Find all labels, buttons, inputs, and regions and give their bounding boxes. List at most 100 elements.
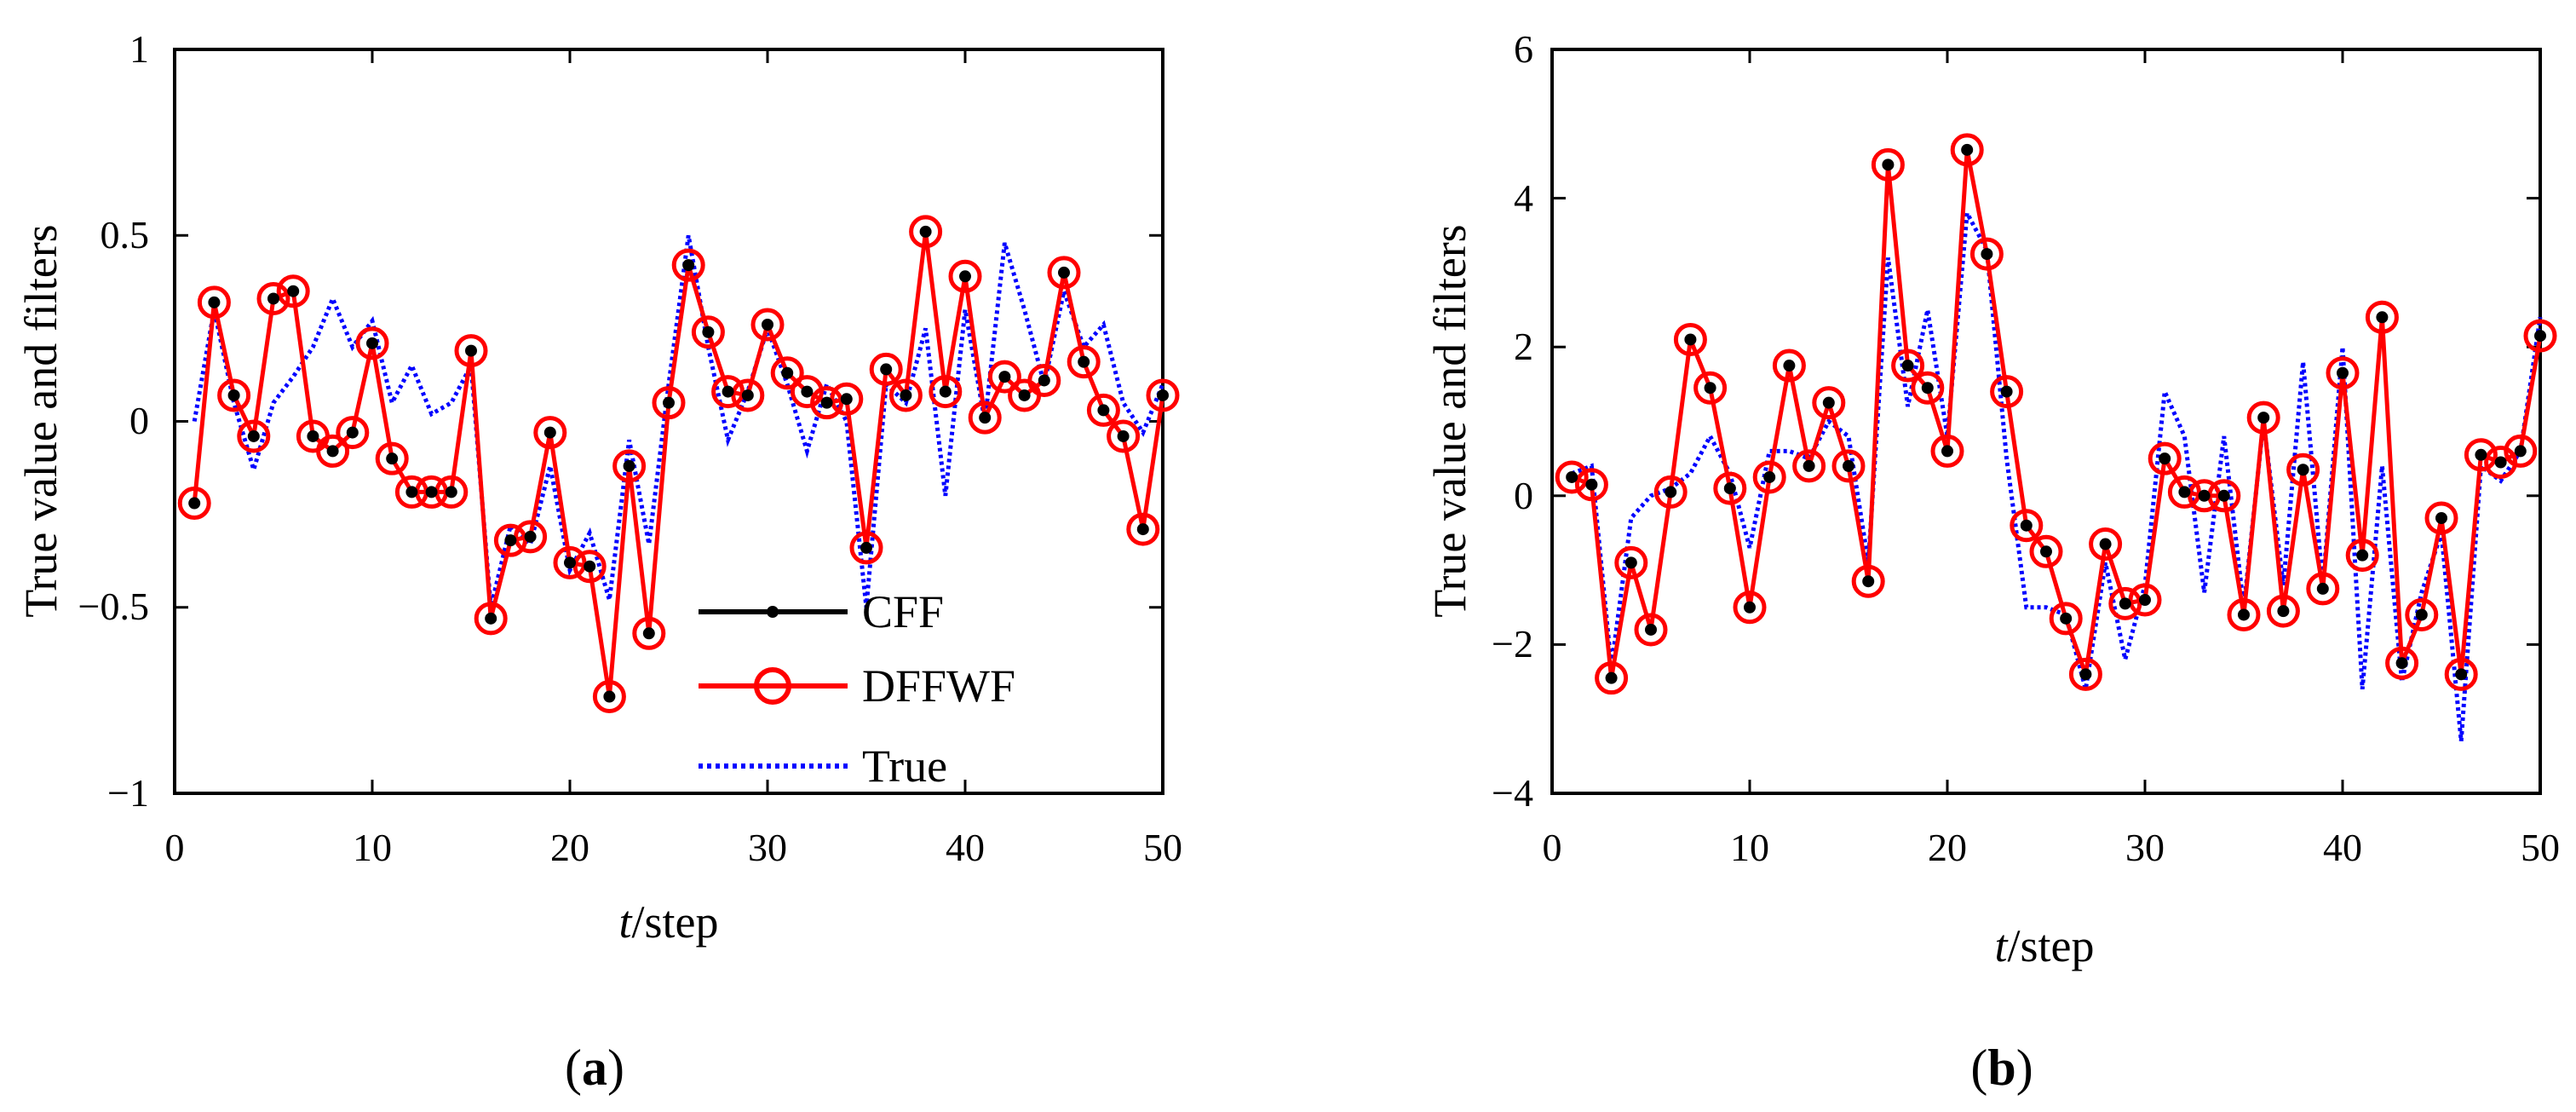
data-point-dffwf-b	[2128, 583, 2162, 617]
data-point-cff-b	[1684, 333, 1697, 346]
data-point-cff-b	[1763, 470, 1776, 483]
data-point-cff-a	[504, 534, 517, 547]
data-point-dffwf-b	[2010, 509, 2044, 543]
data-point-dffwf-a	[929, 375, 963, 409]
data-point-dffwf-b	[1871, 147, 1905, 181]
data-point-cff-b	[2376, 311, 2389, 324]
data-point-dffwf-b	[2108, 586, 2142, 620]
data-point-dffwf-b	[1555, 460, 1589, 494]
data-point-cff-a	[366, 337, 378, 349]
data-point-cff-b	[2198, 489, 2211, 502]
data-point-cff-a	[919, 225, 932, 238]
data-point-dffwf-b	[2286, 452, 2320, 487]
data-point-cff-b	[1783, 360, 1796, 372]
x-axis-unit-a: /step	[632, 896, 719, 948]
data-point-cff-b	[1585, 478, 1598, 491]
data-point-cff-a	[880, 363, 893, 376]
data-point-cff-a	[1136, 523, 1149, 536]
data-point-dffwf-a	[237, 419, 271, 453]
panel-label-a-close: )	[607, 1040, 624, 1096]
plot-frame-b	[1550, 48, 2542, 795]
data-point-cff-a	[979, 412, 992, 424]
x-axis-title-a: t/step	[618, 896, 718, 948]
chart-panel-a: 1 0.5 0 −0.5 −1 0 10 20 30 40 50 True va…	[15, 27, 1182, 1096]
data-point-cff-b	[2257, 412, 2270, 424]
data-point-cff-b	[1624, 556, 1637, 569]
data-point-dffwf-b	[1812, 386, 1846, 420]
data-point-dffwf-a	[750, 308, 785, 342]
data-point-dffwf-a	[691, 315, 725, 349]
data-point-dffwf-b	[2484, 446, 2518, 480]
data-point-dffwf-b	[1911, 371, 1945, 405]
panel-label-b: (b)	[1970, 1040, 2033, 1096]
data-point-dffwf-b	[1634, 613, 1668, 647]
ticks-b	[1550, 48, 2542, 795]
x-tick-label-a: 40	[946, 826, 985, 869]
data-point-cff-b	[2079, 668, 2092, 681]
data-point-cff-a	[465, 344, 477, 357]
data-point-cff-b	[2000, 385, 2013, 398]
data-point-dffwf-a	[770, 356, 804, 390]
series-layer-a	[177, 215, 1180, 714]
data-point-dffwf-a	[493, 523, 527, 557]
x-tick-label-b: 50	[2521, 826, 2560, 869]
y-tick-label-b: 4	[1514, 176, 1533, 220]
data-point-cff-a	[287, 285, 300, 297]
data-point-dffwf-a	[276, 274, 310, 308]
data-point-dffwf-b	[2089, 527, 2123, 562]
data-point-dffwf-b	[2504, 434, 2538, 468]
data-point-dffwf-a	[632, 616, 666, 650]
data-point-cff-a	[1097, 404, 1110, 417]
y-tick-label-a: 1	[129, 27, 149, 71]
data-point-cff-b	[2238, 608, 2250, 621]
data-point-dffwf-a	[197, 285, 231, 320]
data-point-dffwf-a	[375, 441, 409, 475]
y-tick-label-b: 6	[1514, 27, 1533, 71]
data-point-cff-b	[2395, 657, 2408, 670]
data-point-dffwf-a	[217, 378, 251, 412]
data-point-cff-b	[1921, 382, 1934, 395]
data-point-dffwf-b	[1595, 661, 1629, 695]
data-point-dffwf-a	[592, 680, 626, 714]
data-point-dffwf-b	[1574, 468, 1608, 502]
data-point-dffwf-a	[830, 382, 864, 416]
data-point-dffwf-b	[2424, 501, 2458, 535]
data-point-dffwf-b	[1693, 371, 1728, 405]
data-point-cff-a	[762, 319, 773, 331]
data-point-cff-b	[2475, 448, 2487, 461]
data-point-dffwf-a	[888, 378, 923, 412]
data-point-cff-b	[2534, 330, 2546, 343]
x-tick-label-a: 50	[1143, 826, 1182, 869]
data-point-cff-b	[2514, 445, 2527, 458]
data-point-dffwf-b	[2365, 300, 2399, 334]
data-point-dffwf-a	[316, 434, 350, 468]
data-point-dffwf-a	[1107, 419, 1141, 453]
data-point-cff-a	[405, 486, 418, 498]
data-point-dffwf-a	[869, 352, 903, 386]
data-point-cff-b	[2159, 452, 2171, 465]
x-tick-label-a: 20	[550, 826, 589, 869]
data-point-cff-a	[682, 259, 695, 272]
data-point-cff-a	[722, 385, 734, 398]
data-point-dffwf-b	[2326, 356, 2360, 390]
data-point-cff-b	[1862, 575, 1875, 588]
data-point-cff-a	[663, 396, 675, 409]
series-line-true-b	[1571, 205, 2543, 742]
data-point-dffwf-b	[1653, 475, 1688, 509]
data-point-dffwf-b	[1614, 545, 1648, 579]
data-point-cff-b	[1941, 445, 1953, 458]
data-point-dffwf-a	[336, 416, 370, 450]
data-point-dffwf-a	[1067, 345, 1101, 379]
data-point-cff-a	[1117, 429, 1130, 442]
data-point-cff-a	[188, 497, 201, 510]
data-point-dffwf-a	[711, 375, 745, 409]
legend: CFF DFFWF True	[699, 586, 1015, 792]
panel-label-b-letter: b	[1987, 1040, 2015, 1096]
data-point-dffwf-b	[1851, 564, 1885, 598]
data-point-cff-b	[2178, 486, 2191, 498]
data-point-dffwf-a	[909, 215, 943, 249]
chart-panel-b: 6 4 2 0 −2 −4 0 10 20 30 40 50 True valu…	[1424, 27, 2560, 1096]
data-point-dffwf-a	[987, 360, 1021, 394]
data-point-cff-b	[1843, 459, 1854, 472]
data-point-cff-b	[2297, 464, 2309, 476]
